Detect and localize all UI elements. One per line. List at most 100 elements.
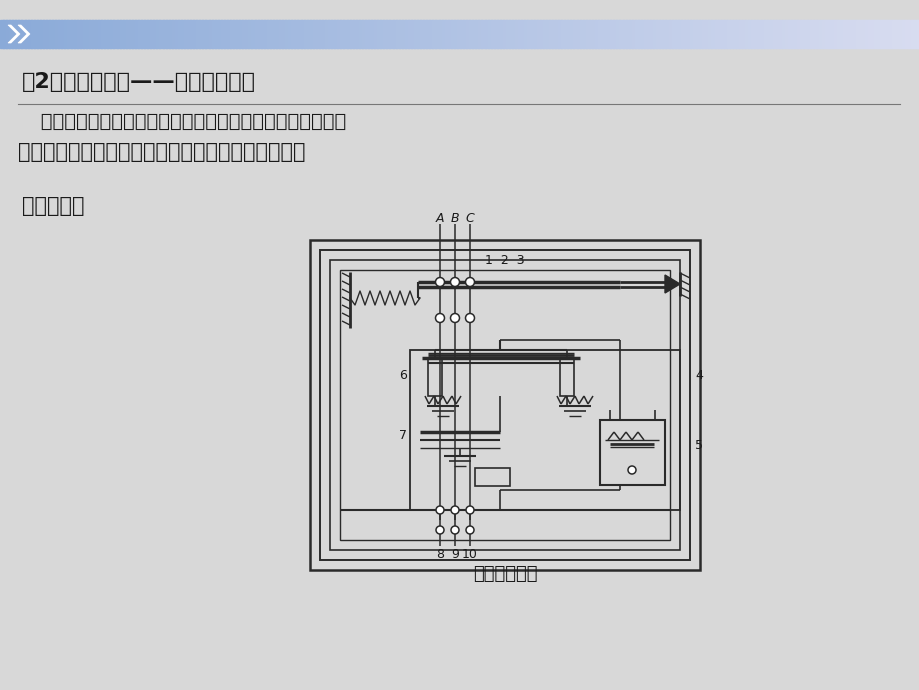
Bar — [71, 20, 74, 48]
Bar — [763, 20, 766, 48]
Bar — [205, 20, 210, 48]
Bar — [358, 20, 362, 48]
Bar — [471, 20, 476, 48]
Bar — [150, 20, 154, 48]
Bar — [643, 20, 647, 48]
Bar — [542, 20, 546, 48]
Bar — [74, 20, 77, 48]
Bar — [233, 20, 237, 48]
Bar — [374, 20, 378, 48]
Bar — [108, 20, 111, 48]
Bar — [668, 20, 672, 48]
Bar — [209, 20, 212, 48]
Bar — [260, 20, 265, 48]
Bar — [135, 20, 139, 48]
Bar — [310, 240, 699, 570]
Bar — [448, 20, 451, 48]
Bar — [410, 350, 679, 510]
Bar — [177, 20, 182, 48]
Circle shape — [450, 526, 459, 534]
Bar — [613, 20, 617, 48]
Bar — [830, 20, 834, 48]
Bar — [793, 20, 798, 48]
Bar — [916, 20, 919, 48]
Bar — [766, 20, 770, 48]
Bar — [138, 20, 142, 48]
Bar — [478, 20, 482, 48]
Bar — [37, 20, 40, 48]
Bar — [322, 20, 325, 48]
Bar — [625, 20, 629, 48]
Bar — [202, 20, 206, 48]
Bar — [40, 20, 44, 48]
Bar — [545, 20, 550, 48]
Bar — [113, 20, 118, 48]
Bar — [811, 20, 816, 48]
Bar — [303, 20, 307, 48]
Bar — [324, 20, 329, 48]
Bar — [181, 20, 185, 48]
Circle shape — [450, 506, 459, 514]
Bar — [196, 20, 200, 48]
Text: 它是低压交、直流配电系统中的重要保护电器之一。: 它是低压交、直流配电系统中的重要保护电器之一。 — [18, 142, 305, 162]
Polygon shape — [18, 25, 30, 43]
Circle shape — [450, 313, 459, 322]
Bar — [89, 20, 93, 48]
Bar — [427, 358, 441, 396]
Circle shape — [436, 526, 444, 534]
Bar — [126, 20, 130, 48]
Bar — [674, 20, 678, 48]
Bar — [395, 20, 399, 48]
Bar — [907, 20, 911, 48]
Bar — [680, 20, 684, 48]
Text: 7: 7 — [399, 428, 406, 442]
Bar — [346, 20, 350, 48]
Bar — [425, 20, 430, 48]
Bar — [604, 20, 607, 48]
Bar — [891, 20, 895, 48]
Bar — [579, 20, 583, 48]
Bar — [3, 20, 7, 48]
Circle shape — [436, 506, 444, 514]
Bar — [560, 358, 573, 396]
Bar — [199, 20, 203, 48]
Bar — [536, 20, 540, 48]
Text: 6: 6 — [399, 368, 406, 382]
Bar — [450, 20, 454, 48]
Bar — [634, 20, 638, 48]
Bar — [530, 20, 534, 48]
Bar — [264, 20, 267, 48]
Text: 断路器原理图: 断路器原理图 — [472, 565, 537, 583]
Bar — [512, 20, 516, 48]
Bar — [861, 20, 865, 48]
Bar — [710, 20, 715, 48]
Bar — [131, 20, 136, 48]
Bar — [460, 20, 463, 48]
Bar — [269, 20, 274, 48]
Bar — [521, 20, 525, 48]
Bar — [429, 20, 433, 48]
Bar — [616, 20, 619, 48]
Bar — [368, 20, 371, 48]
Bar — [576, 20, 580, 48]
Bar — [622, 20, 626, 48]
Bar — [52, 20, 56, 48]
Text: 8: 8 — [436, 549, 444, 562]
Bar — [288, 20, 292, 48]
Bar — [49, 20, 53, 48]
Bar — [30, 20, 35, 48]
Bar — [910, 20, 913, 48]
Bar — [631, 20, 635, 48]
Bar — [527, 20, 531, 48]
Bar — [245, 20, 249, 48]
Bar — [294, 20, 298, 48]
Bar — [144, 20, 148, 48]
Bar — [732, 20, 736, 48]
Bar — [12, 20, 17, 48]
Bar — [273, 20, 277, 48]
Text: 9: 9 — [450, 549, 459, 562]
Bar — [331, 20, 335, 48]
Bar — [567, 20, 571, 48]
Circle shape — [435, 313, 444, 322]
Bar — [551, 20, 555, 48]
